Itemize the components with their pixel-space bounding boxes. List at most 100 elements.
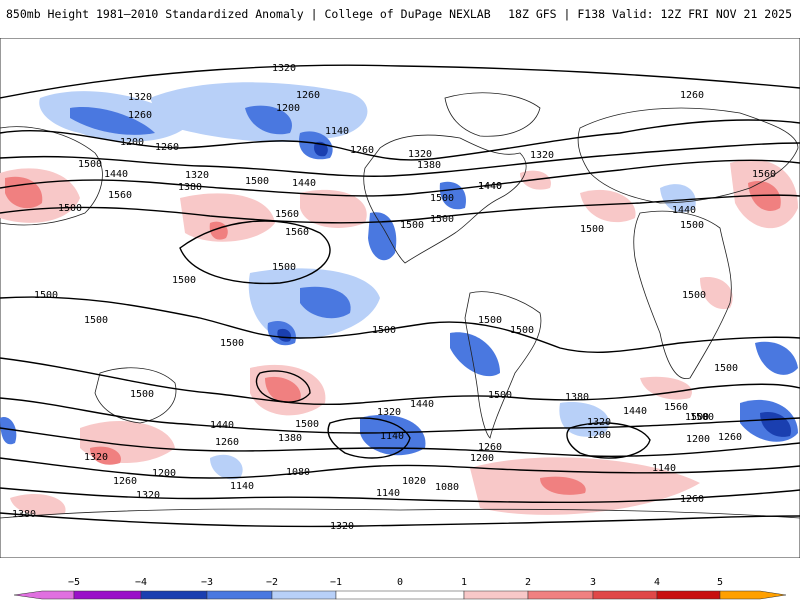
coastline-australia [94, 367, 177, 424]
colorbar-svg: −5 −4 −3 −2 −1 0 1 2 3 4 5 [13, 577, 787, 600]
contour-label: 1140 [380, 431, 404, 442]
contour-label: 1560 [285, 227, 309, 238]
coastline-antarctica [0, 508, 800, 519]
colorbar-segments [13, 590, 787, 600]
contour-label: 1560 [108, 190, 132, 201]
contour-line [0, 159, 800, 197]
contour-line [179, 220, 331, 285]
anomaly-fill [748, 180, 781, 211]
contour-label: 1500 [84, 315, 108, 326]
anomaly-fill [10, 493, 66, 516]
contour-label: 1260 [296, 90, 320, 101]
contour-line [0, 357, 800, 406]
height-contours [0, 64, 800, 528]
contour-label: 1320 [408, 149, 432, 160]
contour-label: 1500 [510, 325, 534, 336]
contour-label: 1500 [130, 389, 154, 400]
contour-label: 1260 [350, 145, 374, 156]
contour-label: 1500 [78, 159, 102, 170]
coastline-eurasia [577, 107, 799, 204]
contour-line [0, 512, 800, 528]
colorbar-segment-neg4 [73, 590, 142, 600]
colorbar-tick-label: −5 [68, 577, 80, 588]
contour-label: 1320 [377, 407, 401, 418]
contour-label: 1140 [325, 126, 349, 137]
colorbar-tick-labels: −5 −4 −3 −2 −1 0 1 2 3 4 5 [68, 577, 723, 588]
anomaly-fill [314, 141, 328, 157]
contour-label: 1500 [690, 412, 714, 423]
contour-line [0, 427, 800, 457]
contour-label: 1320 [330, 521, 354, 532]
contour-label: 1500 [488, 390, 512, 401]
contour-label: 1200 [686, 434, 710, 445]
contour-label: 1320 [136, 490, 160, 501]
contour-label: 1260 [113, 476, 137, 487]
contour-line [0, 487, 800, 504]
contour-label: 1440 [623, 406, 647, 417]
contour-label: 1320 [84, 452, 108, 463]
contour-label: 1500 [580, 224, 604, 235]
colorbar-tick-label: 3 [590, 577, 596, 588]
contour-label: 1500 [272, 262, 296, 273]
contour-label: 1560 [664, 402, 688, 413]
anomaly-fill [300, 189, 367, 228]
colorbar-segment-neg5 [13, 590, 75, 600]
colorbar-segment-pos1 [463, 590, 529, 600]
contour-line [0, 64, 800, 99]
anomaly-fill [450, 332, 500, 377]
contour-label: 1440 [478, 181, 502, 192]
contour-label: 1380 [178, 182, 202, 193]
anomaly-fill [300, 286, 351, 319]
contour-label: 1260 [128, 110, 152, 121]
anomaly-fill [0, 417, 17, 445]
anomaly-fill [90, 446, 121, 465]
coastline-asia-west [0, 126, 103, 226]
contour-label: 1320 [185, 170, 209, 181]
colorbar-tick-label: 0 [397, 577, 403, 588]
map-title: 850mb Height 1981–2010 Standardized Anom… [6, 7, 491, 21]
header: 850mb Height 1981–2010 Standardized Anom… [0, 0, 800, 30]
contour-line [255, 370, 311, 403]
colorbar-segment-neg3 [140, 590, 208, 600]
contour-label: 1200 [120, 137, 144, 148]
contour-line [0, 457, 800, 479]
contour-label: 1260 [155, 142, 179, 153]
anomaly-fill [755, 341, 798, 375]
contour-label: 1080 [286, 467, 310, 478]
coastline-south-america [464, 291, 542, 439]
contour-label: 1560 [275, 209, 299, 220]
contour-label: 1380 [12, 509, 36, 520]
anomaly-fill [580, 189, 636, 223]
colorbar-tick-label: 1 [461, 577, 467, 588]
contour-label: 1260 [215, 437, 239, 448]
contour-label: 1440 [478, 181, 502, 192]
contour-label: 1440 [410, 399, 434, 410]
contour-label: 1200 [152, 468, 176, 479]
contour-label: 1560 [752, 169, 776, 180]
contour-labels: 1320 1320 1260 1200 1260 1200 1140 1260 … [12, 63, 776, 532]
map-panel[interactable]: 1320 1320 1260 1200 1260 1200 1140 1260 … [0, 38, 800, 558]
contour-label: 1500 [714, 363, 738, 374]
contour-label: 1260 [478, 442, 502, 453]
contour-label: 1140 [376, 488, 400, 499]
contour-label: 1200 [276, 103, 300, 114]
contour-line [0, 397, 800, 434]
contour-label: 1200 [587, 430, 611, 441]
contour-label: 1380 [417, 160, 441, 171]
coastline-greenland [444, 92, 541, 137]
anomaly-fill [277, 328, 292, 342]
contour-label: 1380 [565, 392, 589, 403]
colorbar-tick-label: 4 [654, 577, 660, 588]
contour-line [327, 417, 411, 459]
colorbar-tick-label: −1 [330, 577, 342, 588]
contour-line [0, 194, 800, 224]
contour-label: 1260 [680, 494, 704, 505]
anomaly-fill [70, 107, 155, 135]
colorbar-tick-label: 5 [717, 577, 723, 588]
contour-label: 1500 [430, 193, 454, 204]
contour-label: 1260 [718, 432, 742, 443]
anomaly-fill [640, 376, 692, 400]
contour-label: 1500 [295, 419, 319, 430]
contour-label: 1500 [400, 220, 424, 231]
contour-label: 1500 [58, 203, 82, 214]
